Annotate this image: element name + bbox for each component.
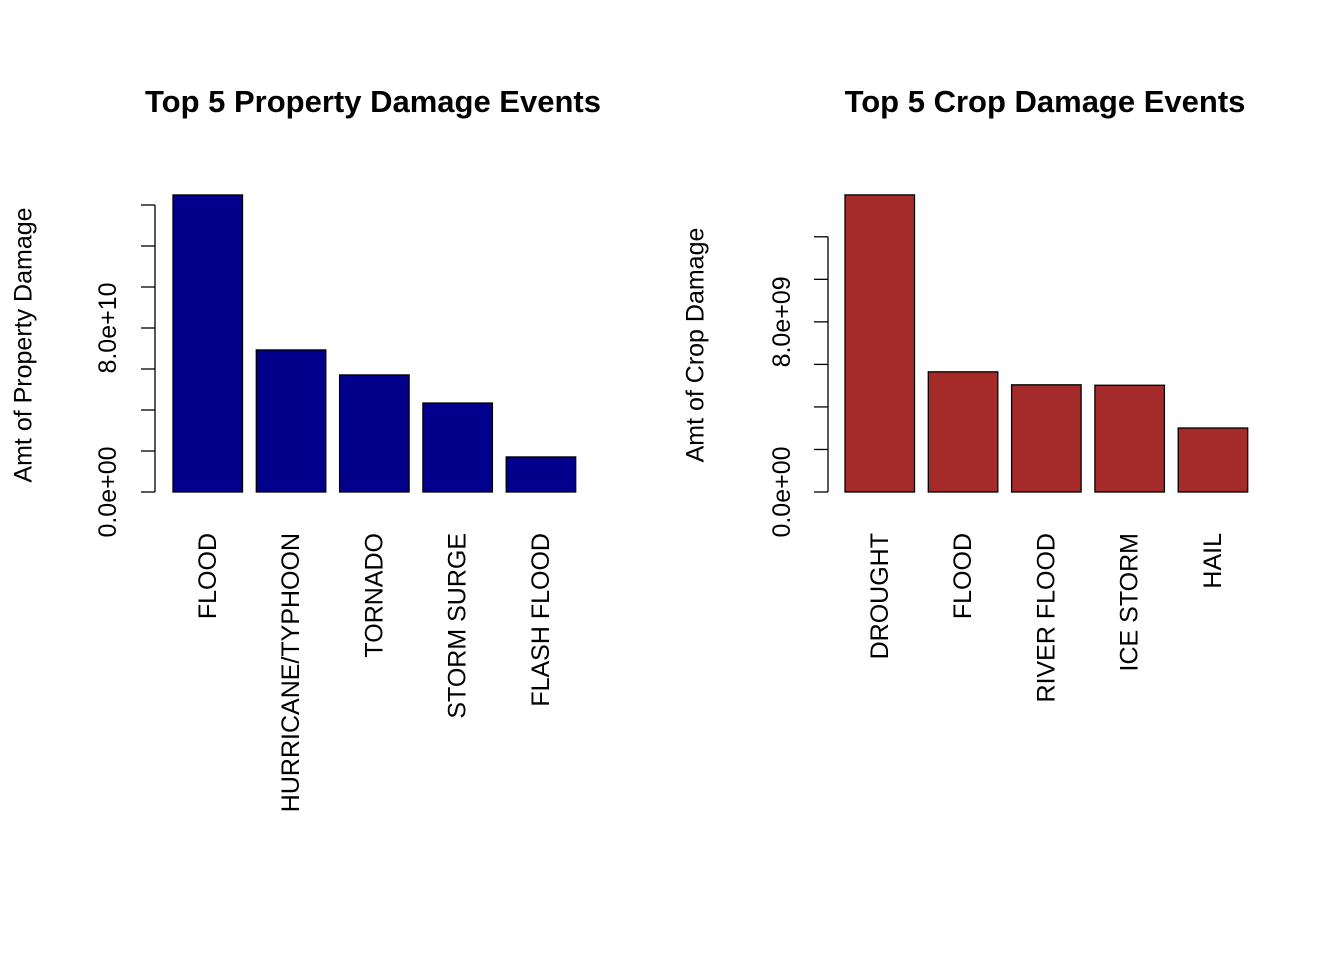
- x-tick-label: HAIL: [1199, 533, 1227, 589]
- bar: [338, 374, 410, 493]
- bar: [1010, 384, 1082, 493]
- bar: [172, 194, 244, 493]
- x-tick-label: DROUGHT: [866, 533, 894, 659]
- chart-title: Top 5 Property Damage Events: [145, 84, 601, 119]
- bar: [927, 371, 999, 493]
- y-tick-label: 8.0e+09: [768, 276, 796, 367]
- bar: [505, 456, 577, 493]
- x-tick-label: TORNADO: [360, 533, 388, 658]
- bar: [844, 194, 916, 493]
- bar: [422, 402, 494, 493]
- x-tick-label: RIVER FLOOD: [1032, 533, 1060, 702]
- x-tick-label: HURRICANE/TYPHOON: [277, 533, 305, 812]
- x-tick-label: STORM SURGE: [444, 533, 472, 719]
- y-axis-label: Amt of Crop Damage: [682, 228, 710, 463]
- bar: [1177, 427, 1249, 493]
- y-tick-label: 0.0e+00: [94, 446, 122, 537]
- chart-title: Top 5 Crop Damage Events: [845, 84, 1246, 119]
- x-tick-label: FLASH FLOOD: [527, 533, 555, 707]
- x-tick-label: FLOOD: [194, 533, 222, 619]
- y-axis-label: Amt of Property Damage: [10, 207, 38, 482]
- bar: [1094, 384, 1166, 493]
- x-tick-label: FLOOD: [949, 533, 977, 619]
- bar: [255, 349, 327, 493]
- y-tick-label: 0.0e+00: [768, 446, 796, 537]
- x-tick-label: ICE STORM: [1116, 533, 1144, 671]
- y-tick-label: 8.0e+10: [94, 282, 122, 373]
